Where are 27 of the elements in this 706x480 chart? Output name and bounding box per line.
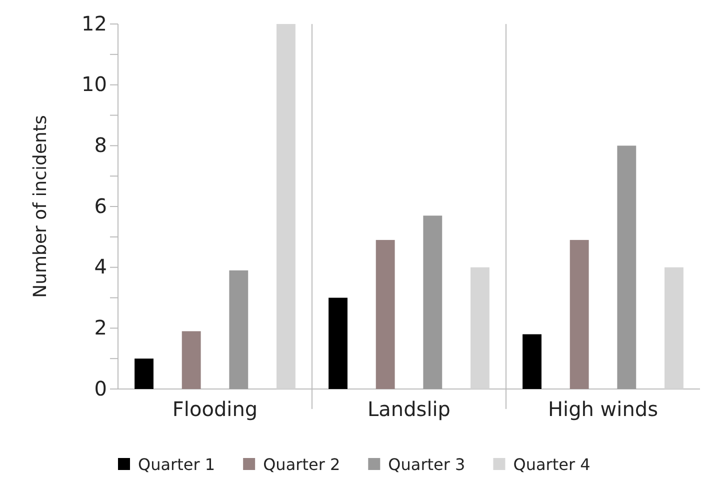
bar (182, 331, 201, 389)
x-tick-label: Landslip (368, 397, 450, 421)
x-tick-label: High winds (548, 397, 658, 421)
bar (470, 267, 490, 389)
bar (617, 146, 636, 389)
bar (276, 24, 296, 389)
bar (328, 298, 348, 389)
bar (423, 216, 442, 389)
bar (570, 240, 589, 389)
y-tick-label: 10 (82, 72, 107, 96)
y-tick-label: 0 (94, 376, 107, 400)
x-tick-label: Flooding (172, 397, 258, 421)
bar (229, 270, 248, 389)
legend-label: Quarter 1 (138, 455, 216, 474)
legend-label: Quarter 3 (388, 455, 466, 474)
bar (376, 240, 395, 389)
legend-label: Quarter 4 (513, 455, 590, 474)
bar (134, 358, 154, 389)
bar (522, 334, 542, 389)
y-tick-label: 6 (94, 194, 107, 218)
bar (664, 267, 684, 389)
legend-label: Quarter 2 (263, 455, 340, 474)
y-tick-label: 4 (94, 254, 107, 279)
y-tick-label: 12 (82, 11, 107, 36)
y-tick-label: 8 (94, 133, 107, 158)
y-tick-label: 2 (94, 316, 107, 340)
y-axis-title: Number of incidents (30, 115, 51, 298)
